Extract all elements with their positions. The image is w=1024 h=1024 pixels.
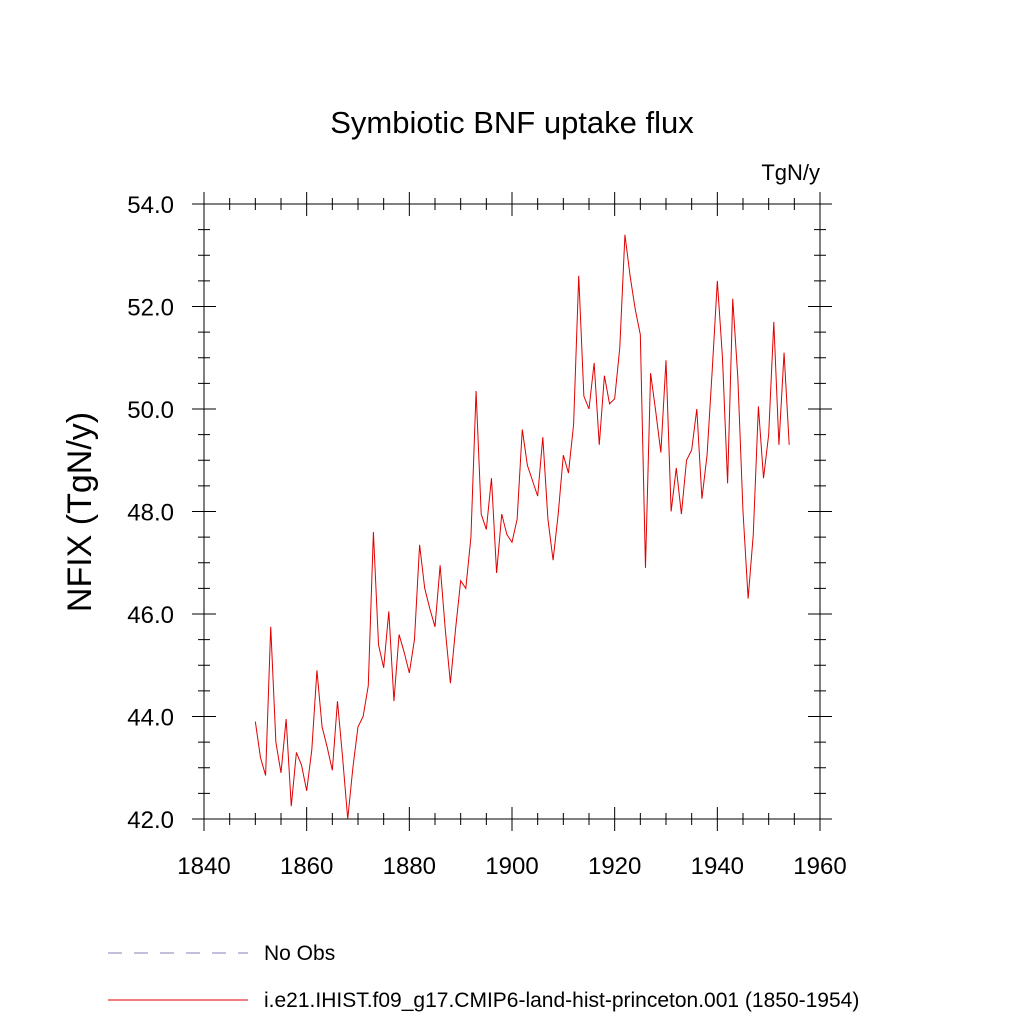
y-axis-label: NFIX (TgN/y) [61, 412, 99, 612]
y-tick-label: 44.0 [127, 705, 174, 732]
axis-ticks [192, 192, 832, 831]
x-tick-label: 1920 [588, 853, 641, 880]
y-tick-label: 48.0 [127, 500, 174, 527]
y-tick-label: 54.0 [127, 192, 174, 219]
x-tick-label: 1960 [793, 853, 846, 880]
series-layer [254, 234, 790, 820]
series-line [254, 234, 790, 820]
x-tick-label: 1900 [485, 853, 538, 880]
plot-frame [203, 203, 821, 820]
legend-label: No Obs [264, 942, 335, 965]
x-tick-label: 1840 [177, 853, 230, 880]
units-label: TgN/y [761, 160, 820, 185]
y-tick-label: 42.0 [127, 807, 174, 834]
y-tick-label: 50.0 [127, 397, 174, 424]
x-tick-label: 1860 [280, 853, 333, 880]
chart-title: Symbiotic BNF uptake flux [330, 105, 694, 140]
x-tick-label: 1940 [691, 853, 744, 880]
legend-label: i.e21.IHIST.f09_g17.CMIP6-land-hist-prin… [264, 989, 859, 1012]
legend: No Obs i.e21.IHIST.f09_g17.CMIP6-land-his… [108, 942, 859, 1012]
axis-tick-labels: 1840 1860 1880 1900 1920 1940 1960 42.0 44.0 46.0… [127, 192, 846, 880]
x-tick-label: 1880 [383, 853, 436, 880]
y-tick-label: 52.0 [127, 295, 174, 322]
y-tick-label: 46.0 [127, 602, 174, 629]
